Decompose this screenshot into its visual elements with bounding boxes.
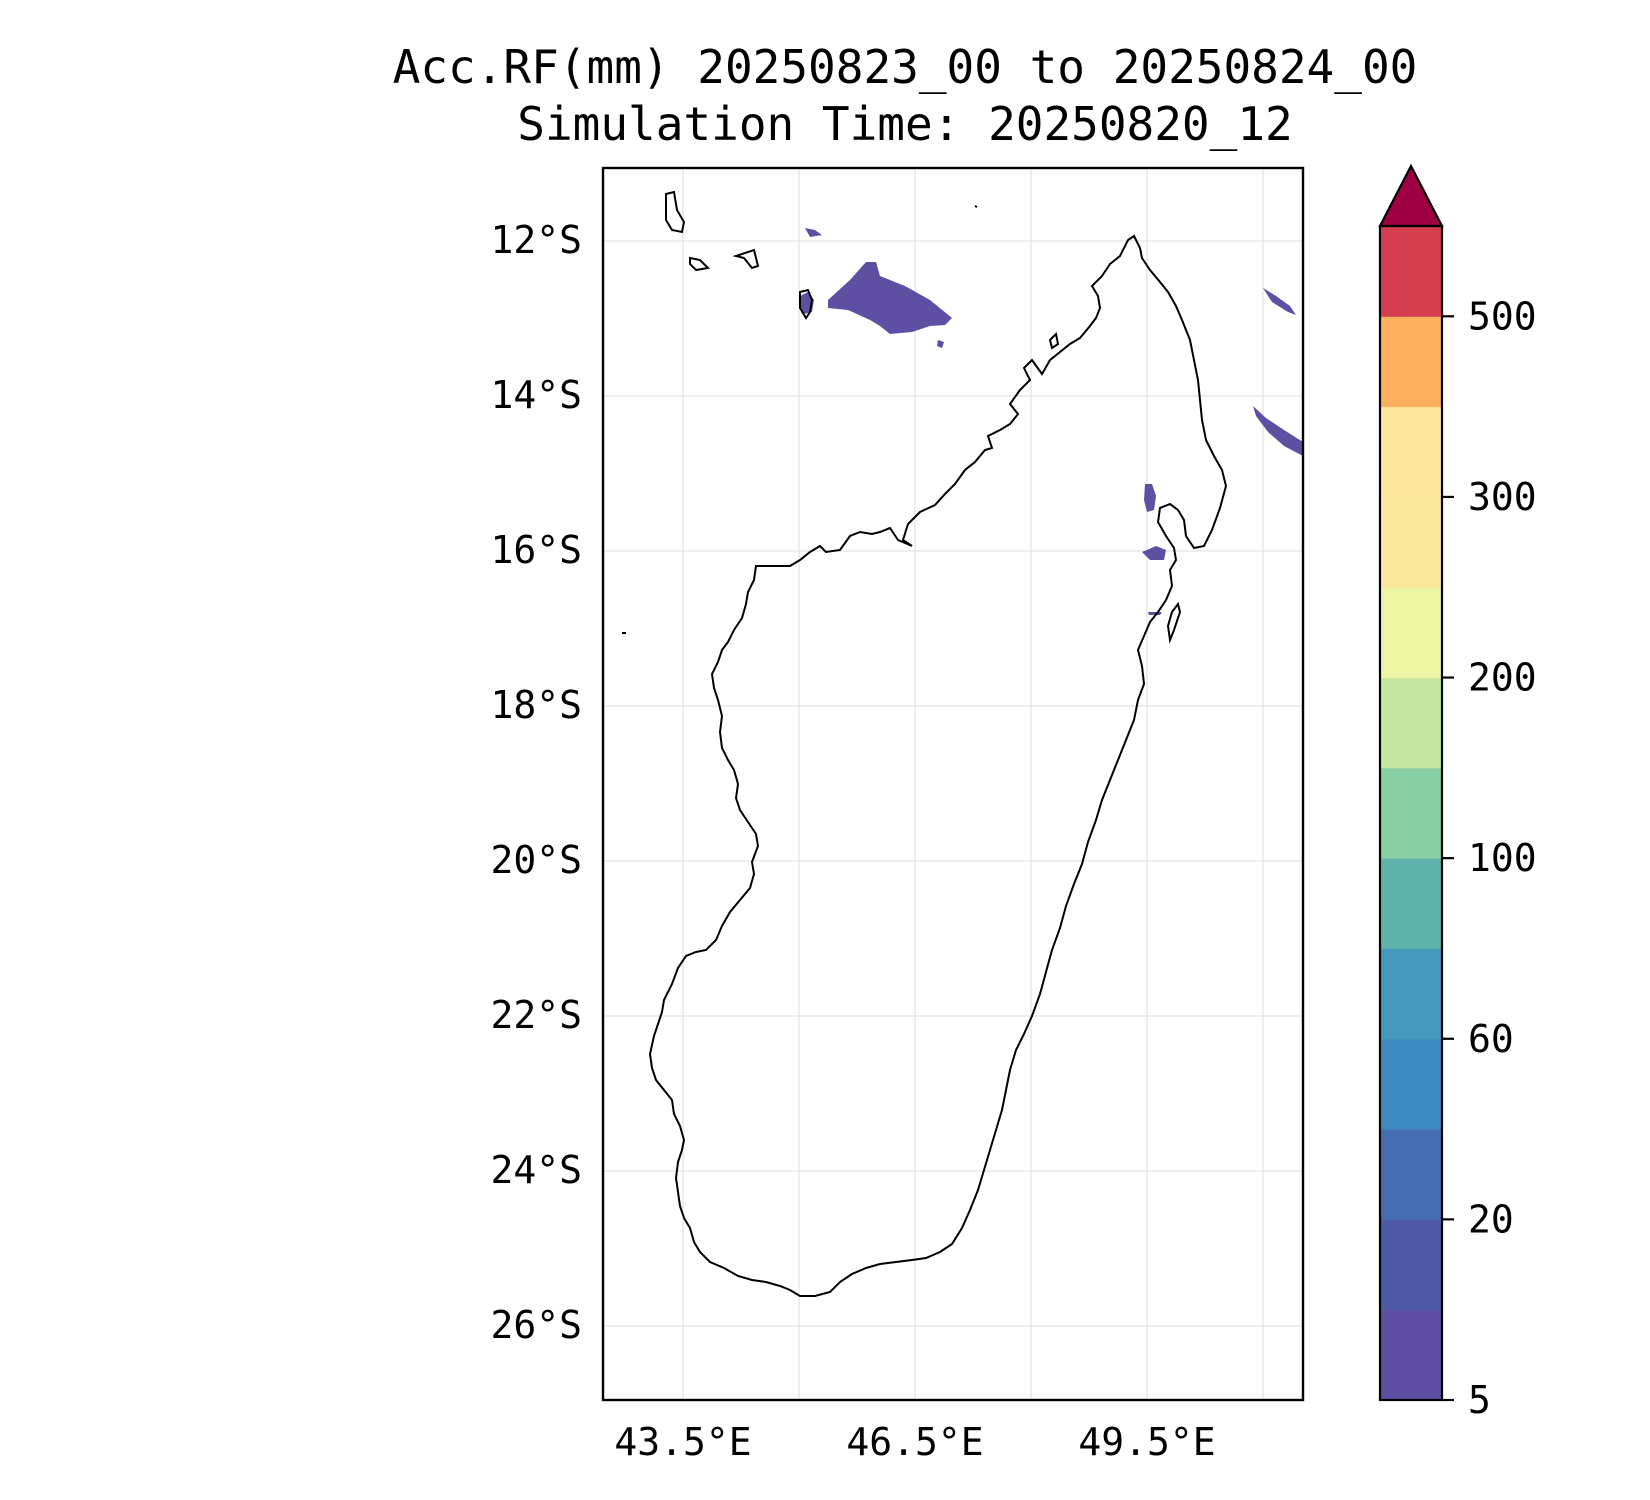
map-title: Acc.RF(mm) 20250823_00 to 20250824_00: [392, 40, 1418, 94]
gridlines: [603, 168, 1303, 1400]
colorbar-tick-label: 5: [1468, 1378, 1491, 1422]
colorbar-bin: [1380, 767, 1442, 859]
lat-label-22s: 22°S: [490, 993, 582, 1037]
lat-label-26s: 26°S: [490, 1303, 582, 1347]
rain-patch-small-1: [805, 228, 822, 237]
colorbar-tick-label: 60: [1468, 1017, 1514, 1061]
colorbar-bin: [1380, 1309, 1442, 1401]
colorbar-bin: [1380, 496, 1442, 588]
map-frame: [601, 166, 1305, 1402]
colorbar-tick-label: 200: [1468, 656, 1537, 700]
colorbar-bin: [1380, 1038, 1442, 1130]
lat-label-14s: 14°S: [490, 373, 582, 417]
colorbar: 5 20 60 100 200 300 500: [1378, 163, 1537, 1422]
island-north-3: [732, 248, 760, 270]
colorbar-bin: [1380, 316, 1442, 408]
island-mayotte: [799, 288, 814, 320]
colorbar-bins: [1380, 226, 1442, 1401]
colorbar-bin: [1380, 406, 1442, 498]
colorbar-labels: 5 20 60 100 200 300 500: [1468, 294, 1537, 1422]
nosy-be-coastline: [1048, 331, 1060, 350]
lon-label-46-5e: 46.5°E: [846, 1420, 983, 1464]
lat-label-20s: 20°S: [490, 838, 582, 882]
rain-patch-east-2: [1253, 406, 1303, 456]
lat-label-16s: 16°S: [490, 528, 582, 572]
map-subtitle: Simulation Time: 20250820_12: [517, 97, 1293, 151]
colorbar-bin: [1380, 858, 1442, 949]
colorbar-bin: [1380, 677, 1442, 769]
coastlines: [622, 190, 1228, 1297]
lon-label-43-5e: 43.5°E: [614, 1420, 751, 1464]
island-north-1: [665, 190, 686, 234]
colorbar-tick-label: 300: [1468, 475, 1537, 519]
rain-patch-nosy: [1144, 484, 1156, 512]
rainfall-areas: [800, 228, 1303, 615]
rain-patch-east-1: [1263, 288, 1296, 315]
lat-label-12s: 12°S: [490, 218, 582, 262]
rain-patch-comoros: [828, 262, 952, 334]
colorbar-tick-label: 100: [1468, 836, 1537, 880]
rain-patch-bay: [1142, 546, 1166, 560]
colorbar-frame: [1378, 224, 1444, 1402]
lon-label-49-5e: 49.5°E: [1078, 1420, 1215, 1464]
lat-label-18s: 18°S: [490, 683, 582, 727]
lat-label-24s: 24°S: [490, 1148, 582, 1192]
latitude-axis: 12°S 14°S 16°S 18°S 20°S 22°S 24°S 26°S: [490, 218, 582, 1347]
colorbar-bin: [1380, 587, 1442, 679]
colorbar-bin: [1380, 1219, 1442, 1311]
colorbar-extend-triangle: [1378, 163, 1444, 228]
madagascar-coastline: [648, 234, 1228, 1297]
colorbar-tick-label: 20: [1468, 1197, 1514, 1241]
island-east-tip: [1166, 601, 1182, 644]
colorbar-ticks: [1442, 315, 1454, 1402]
island-north-dot: [974, 205, 978, 208]
colorbar-bin: [1380, 226, 1442, 317]
colorbar-bin: [1380, 1129, 1442, 1220]
colorbar-tick-label: 500: [1468, 294, 1537, 338]
island-north-2: [689, 256, 711, 272]
rain-patch-small-2: [937, 340, 944, 348]
colorbar-bin: [1380, 948, 1442, 1040]
longitude-axis: 43.5°E 46.5°E 49.5°E: [614, 1420, 1215, 1464]
